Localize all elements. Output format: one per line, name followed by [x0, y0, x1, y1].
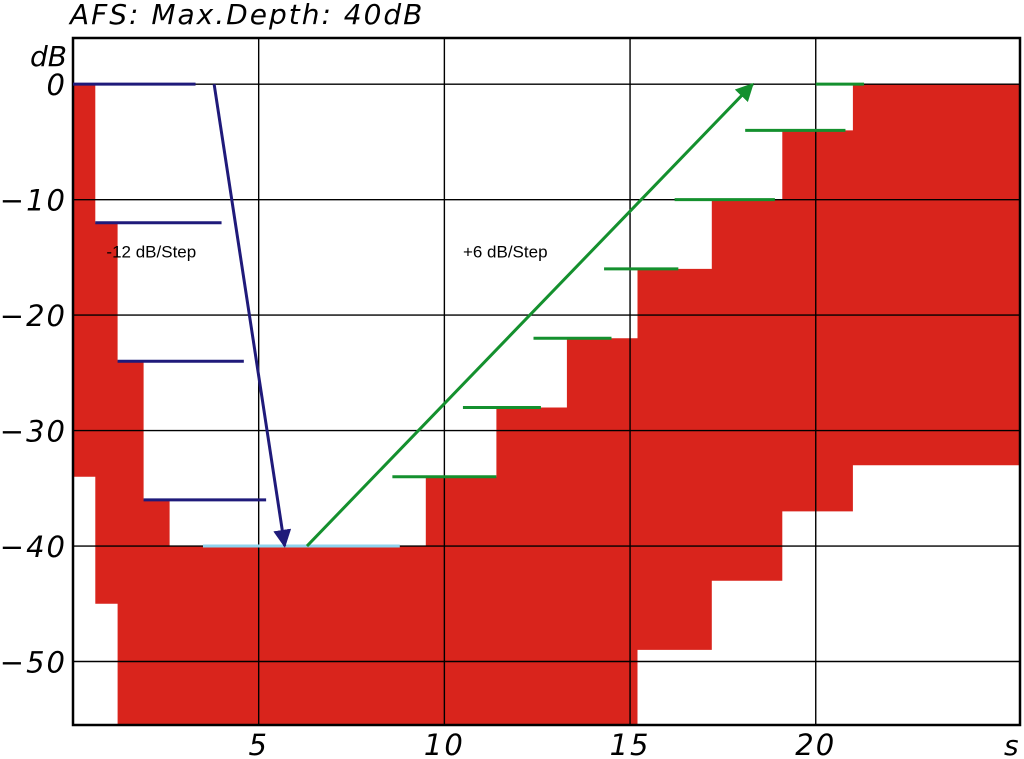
attenuation-arrow	[212, 83, 292, 548]
y-tick-label: −30	[0, 415, 67, 449]
x-tick-labels: 5 10 15 20	[248, 728, 836, 759]
y-tick-label: −40	[0, 530, 67, 564]
x-tick-label: 5	[248, 728, 268, 759]
plot-frame	[71, 36, 1022, 727]
x-axis-unit: s	[1004, 729, 1019, 759]
x-tick-label: 10	[424, 728, 465, 759]
recovery-arrow	[305, 82, 754, 548]
signal-area-layer	[73, 84, 1020, 725]
y-tick-labels: 0 −10 −20 −30 −40 −50	[0, 68, 67, 679]
attenuation-label: -12 dB/Step	[106, 242, 196, 261]
y-tick-label: −10	[0, 184, 67, 218]
chart-title: AFS: Max.Depth: 40dB	[68, 0, 424, 31]
x-tick-label: 15	[610, 728, 651, 759]
y-tick-label: 0	[47, 68, 67, 102]
y-tick-label: −50	[0, 645, 67, 679]
annotation-layer: -12 dB/Step +6 dB/Step	[73, 82, 865, 548]
x-tick-label: 20	[795, 728, 836, 759]
y-tick-label: −20	[0, 299, 67, 333]
signal-area	[73, 84, 1020, 725]
recovery-label: +6 dB/Step	[463, 242, 548, 261]
y-axis-unit: dB	[30, 40, 67, 73]
